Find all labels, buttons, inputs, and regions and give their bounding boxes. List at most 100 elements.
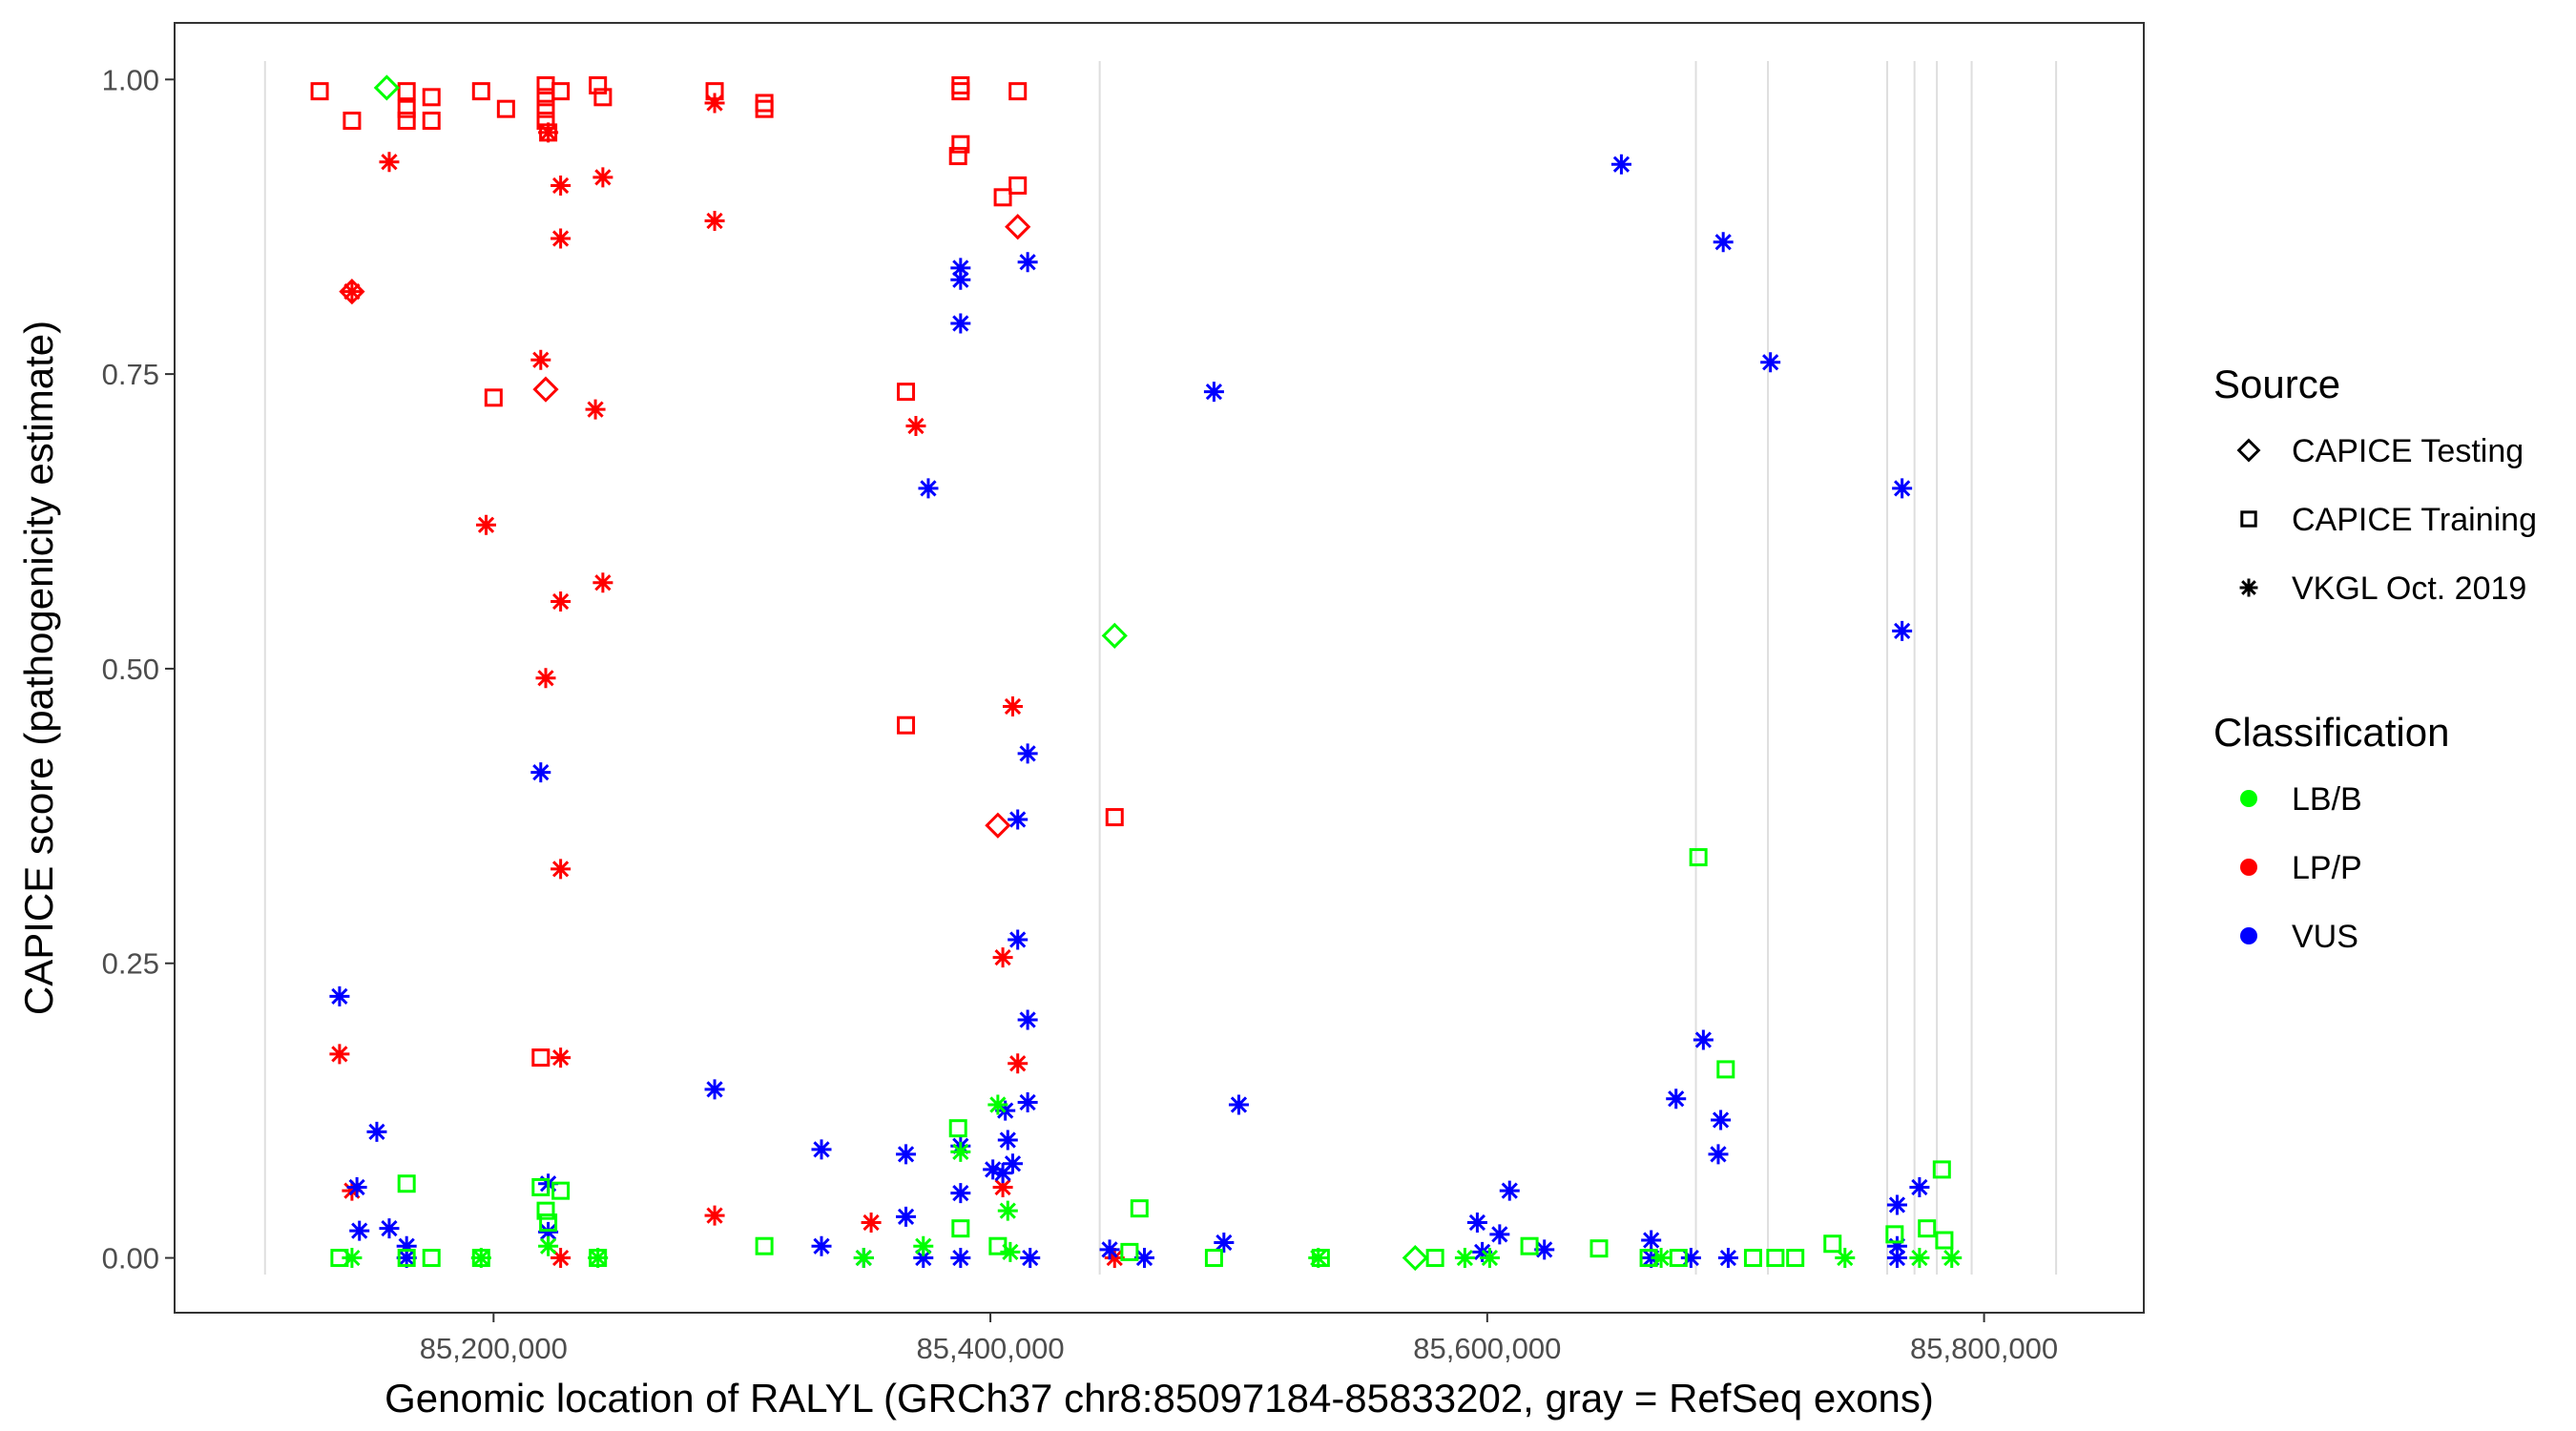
point-square-lb-b: [539, 1213, 558, 1233]
point-asterisk-vus: [1017, 743, 1038, 764]
point-asterisk-vus: [950, 269, 971, 290]
point-asterisk-vus: [1099, 1239, 1120, 1260]
point-asterisk-vus: [1203, 382, 1224, 403]
point-square-lb-b: [397, 1174, 416, 1193]
point-square-lb-b: [422, 1249, 441, 1268]
point-square-lp-p: [951, 135, 970, 154]
point-asterisk-vus: [1017, 1092, 1038, 1112]
legend: Source CAPICE Testing CAPICE Training VKGL…: [2213, 362, 2537, 955]
y-tick-label: 0.75: [102, 358, 159, 391]
legend-label-source: VKGL Oct. 2019: [2292, 570, 2526, 607]
point-asterisk-vus: [346, 1176, 367, 1197]
point-asterisk-vus: [913, 1248, 934, 1269]
point-asterisk-vus: [1892, 620, 1913, 641]
point-asterisk-vus: [366, 1121, 387, 1142]
point-square-lb-b: [1935, 1231, 1954, 1250]
y-tick-label: 0.00: [102, 1242, 159, 1275]
point-square-lp-p: [1008, 82, 1028, 101]
point-asterisk-lb-b: [1651, 1248, 1672, 1269]
point-asterisk-vus: [538, 1221, 559, 1242]
point-asterisk-vus: [811, 1139, 832, 1160]
point-asterisk-vus: [1003, 1153, 1024, 1174]
point-asterisk-lb-b: [997, 1200, 1018, 1221]
legend-square-icon: [2240, 510, 2257, 528]
point-asterisk-vus: [1641, 1230, 1662, 1251]
point-square-lp-p: [589, 75, 608, 94]
point-asterisk-vus: [1713, 232, 1734, 253]
point-asterisk-lp-p: [704, 1205, 725, 1226]
point-diamond-lb-b: [373, 74, 400, 101]
point-square-lp-p: [397, 82, 416, 101]
point-asterisk-lb-b: [950, 1141, 971, 1162]
point-asterisk-vus: [1886, 1194, 1907, 1215]
point-asterisk-vus: [950, 1248, 971, 1269]
x-tick-label: 85,400,000: [916, 1332, 1064, 1365]
point-asterisk-vus: [950, 1183, 971, 1204]
legend-dot-icon: [2240, 927, 2257, 944]
point-square-lb-b: [1823, 1234, 1842, 1254]
point-asterisk-lb-b: [987, 1094, 1008, 1115]
point-square-lb-b: [1589, 1239, 1609, 1258]
point-square-lb-b: [1766, 1249, 1785, 1268]
point-asterisk-lp-p: [1003, 695, 1024, 716]
point-diamond-lp-p: [339, 279, 365, 305]
point-asterisk-lp-p: [704, 211, 725, 232]
point-asterisk-vus: [1489, 1224, 1510, 1245]
point-square-lb-b: [948, 1119, 967, 1138]
point-square-lb-b: [551, 1181, 571, 1200]
y-axis: 0.00 0.25 0.50 0.75 1.00: [102, 63, 175, 1275]
point-asterisk-lp-p: [379, 152, 400, 173]
point-square-lb-b: [1885, 1225, 1904, 1244]
point-asterisk-lb-b: [1909, 1248, 1930, 1269]
point-asterisk-vus: [396, 1248, 417, 1269]
point-asterisk-vus: [1666, 1089, 1687, 1110]
point-asterisk-vus: [896, 1206, 917, 1227]
point-asterisk-vus: [1886, 1248, 1907, 1269]
point-square-lb-b: [1932, 1160, 1951, 1179]
point-square-lp-p: [310, 82, 329, 101]
point-asterisk-vus: [1499, 1180, 1520, 1201]
legend-diamond-icon: [2236, 438, 2261, 463]
point-asterisk-lp-p: [538, 122, 559, 143]
point-square-lp-p: [343, 112, 362, 131]
legend-dot-icon: [2240, 859, 2257, 876]
point-asterisk-lb-b: [538, 1235, 559, 1256]
point-square-lp-p: [1008, 176, 1028, 195]
point-asterisk-vus: [1008, 809, 1028, 830]
point-asterisk-lp-p: [551, 1248, 571, 1269]
point-asterisk-vus: [1886, 1235, 1907, 1256]
point-square-lp-p: [531, 1048, 551, 1068]
x-axis: 85,200,000 85,400,000 85,600,000 85,800,000: [420, 1313, 2058, 1365]
point-asterisk-lp-p: [551, 228, 571, 249]
point-asterisk-lp-p: [535, 668, 556, 689]
point-square-lb-b: [1689, 848, 1708, 867]
point-asterisk-lp-p: [1008, 1053, 1028, 1074]
point-asterisk-vus: [396, 1235, 417, 1256]
point-square-lp-p: [496, 99, 515, 118]
point-square-lp-p: [422, 88, 441, 107]
point-asterisk-lp-p: [551, 175, 571, 196]
point-asterisk-vus: [1909, 1176, 1930, 1197]
point-square-lb-b: [1743, 1249, 1762, 1268]
point-square-lp-p: [551, 82, 571, 101]
point-square-lb-b: [951, 1219, 970, 1238]
point-asterisk-vus: [983, 1159, 1004, 1180]
legend-label-classification: VUS: [2292, 919, 2358, 955]
point-asterisk-vus: [1214, 1233, 1235, 1253]
point-asterisk-vus: [1693, 1029, 1714, 1050]
point-asterisk-lp-p: [905, 415, 926, 436]
point-asterisk-vus: [1534, 1239, 1555, 1260]
point-asterisk-lb-b: [1308, 1248, 1329, 1269]
point-asterisk-lb-b: [1942, 1248, 1963, 1269]
point-square-lp-p: [948, 147, 967, 166]
point-square-lp-p: [993, 188, 1012, 207]
point-diamond-lp-p: [532, 376, 559, 403]
point-square-lp-p: [755, 99, 774, 118]
point-asterisk-vus: [1680, 1248, 1701, 1269]
point-asterisk-lp-p: [1104, 1248, 1125, 1269]
point-square-lp-p: [951, 82, 970, 101]
point-diamond-lp-p: [1005, 214, 1031, 240]
point-asterisk-vus: [1711, 1110, 1732, 1130]
